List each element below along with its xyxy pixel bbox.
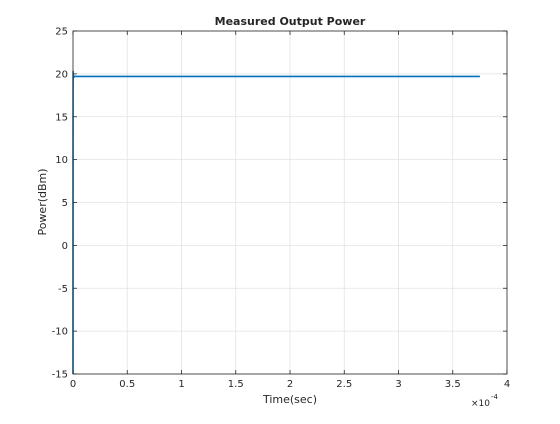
y-tick-label: 0	[62, 241, 68, 252]
x-exponent-power: -4	[491, 393, 499, 401]
x-tick-label: 0	[70, 379, 76, 390]
x-tick-label: 4	[504, 379, 510, 390]
x-tick-label: 3	[395, 379, 401, 390]
y-axis-label: Power(dBm)	[36, 168, 49, 235]
y-tick-label: -5	[58, 284, 68, 295]
x-tick-label: 2.5	[336, 379, 352, 390]
y-tick-label: -15	[52, 370, 68, 381]
y-tick-label: 15	[55, 112, 68, 123]
y-tick-label: 5	[62, 198, 68, 209]
ticks	[72, 30, 508, 375]
y-tick-label: 20	[55, 69, 68, 80]
x-tick-label: 1	[178, 379, 184, 390]
chart-title: Measured Output Power	[215, 15, 366, 28]
x-tick-label: 3.5	[445, 379, 461, 390]
x-axis-label: Time(sec)	[262, 393, 317, 406]
x-exponent-base: ×10	[471, 399, 490, 409]
x-tick-label: 0.5	[119, 379, 135, 390]
y-tick-label: 25	[55, 27, 68, 38]
tick-labels: 0 0.5 1 1.5 2 2.5 3 3.5 4 -15 -10 -5 0 5 10 15 20 25	[52, 27, 511, 391]
x-tick-label: 2	[287, 379, 293, 390]
y-tick-label: -10	[52, 327, 68, 338]
x-tick-label: 1.5	[228, 379, 244, 390]
y-tick-label: 10	[55, 155, 68, 166]
